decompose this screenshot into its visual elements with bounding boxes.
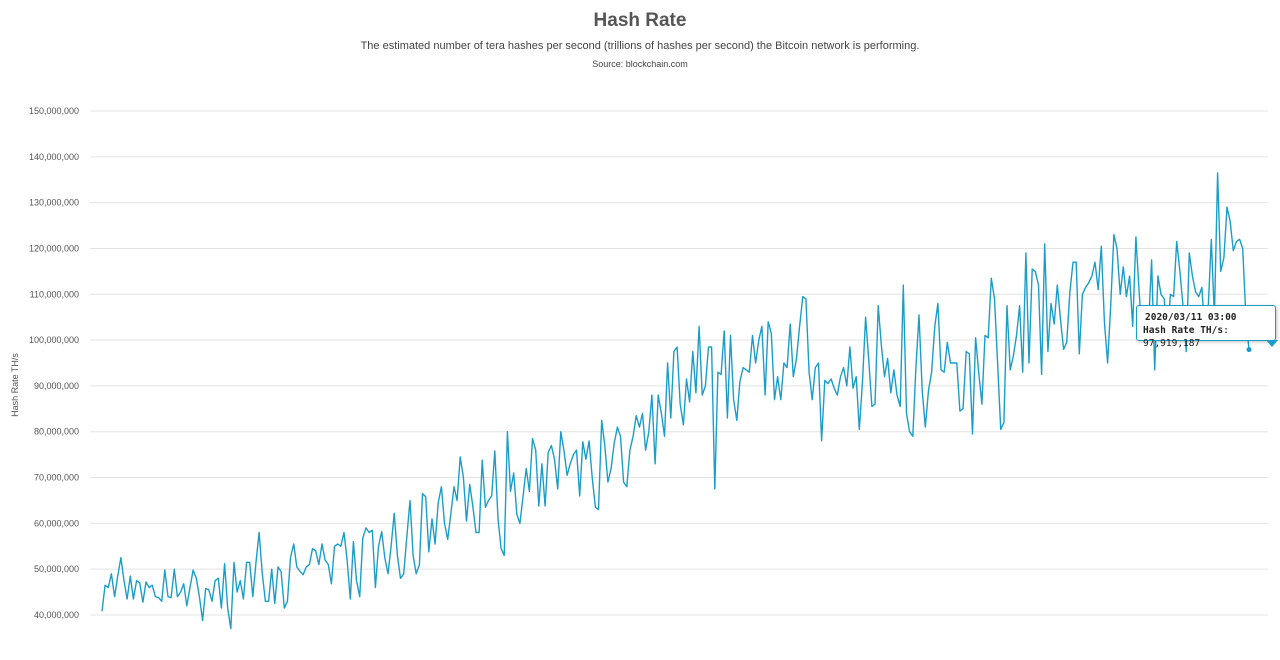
- chart-title: Hash Rate: [593, 10, 687, 31]
- tooltip-series-label: Hash Rate TH/s: [1143, 325, 1224, 336]
- y-tick-label: 110,000,000: [30, 289, 79, 299]
- tooltip-pointer: [1266, 340, 1278, 347]
- hover-marker-layer: [1246, 347, 1252, 353]
- hover-point-marker: [1246, 347, 1252, 353]
- y-tick-label: 70,000,000: [34, 473, 79, 483]
- y-tick-label: 140,000,000: [29, 152, 79, 162]
- hash-rate-series-line[interactable]: [101, 172, 1250, 630]
- tooltip-date: 2020/03/11 03:00: [1145, 312, 1237, 323]
- y-tick-label: 130,000,000: [29, 198, 79, 208]
- chart-subtitle: The estimated number of tera hashes per …: [360, 40, 920, 52]
- series-layer[interactable]: [101, 172, 1250, 630]
- y-tick-label: 40,000,000: [34, 610, 79, 620]
- y-tick-label: 50,000,000: [34, 564, 79, 574]
- chart-source: Source: blockchain.com: [592, 59, 688, 69]
- y-tick-label: 100,000,000: [29, 335, 79, 345]
- y-tick-label: 60,000,000: [34, 518, 79, 528]
- y-tick-label: 120,000,000: [29, 243, 79, 253]
- tooltip-value: : 97,919,187: [1143, 325, 1229, 349]
- y-tick-label: 80,000,000: [34, 427, 79, 437]
- y-tick-label: 90,000,000: [34, 381, 79, 391]
- tooltip-value-row: Hash Rate TH/s: 97,919,187: [1143, 324, 1269, 350]
- gridlines: [90, 110, 1268, 616]
- y-axis-ticks: 40,000,000 50,000,000 60,000,000 70,000,000…: [29, 106, 79, 620]
- y-axis-title: Hash Rate TH/s: [10, 353, 20, 417]
- data-tooltip: 2020/03/11 03:00 Hash Rate TH/s: 97,919,…: [1136, 305, 1276, 349]
- y-tick-label: 150,000,000: [29, 106, 79, 116]
